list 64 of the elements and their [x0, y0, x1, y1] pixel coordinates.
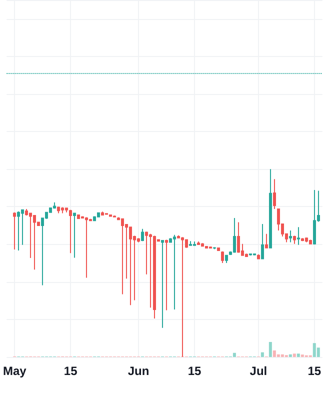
candlestick — [297, 226, 300, 246]
candlestick — [225, 254, 228, 264]
candlestick — [105, 212, 108, 216]
bar — [232, 352, 236, 357]
candlestick — [197, 240, 200, 246]
candlestick — [289, 230, 292, 243]
candlestick — [313, 189, 316, 245]
candlestick — [273, 178, 276, 210]
candlestick — [301, 238, 304, 242]
bar — [288, 354, 292, 357]
candlestick — [233, 217, 236, 254]
candlestick — [237, 222, 240, 254]
bar — [260, 352, 264, 357]
candlestick — [69, 209, 72, 254]
candlestick — [53, 202, 56, 210]
candlestick — [57, 206, 60, 214]
candlestick — [205, 246, 208, 249]
candlestick — [213, 246, 216, 250]
candlestick — [189, 240, 192, 246]
candlestick — [97, 212, 100, 218]
candlestick — [85, 216, 88, 278]
candlestick — [249, 253, 252, 256]
candlestick — [217, 247, 220, 252]
x-tick-label: Jul — [250, 364, 268, 378]
bar — [276, 354, 280, 357]
candlestick — [309, 239, 312, 245]
candlestick — [17, 210, 20, 251]
x-tick-label: Jun — [128, 364, 150, 378]
candlestick — [173, 234, 176, 310]
candlestick — [109, 214, 112, 218]
candlestick — [77, 214, 80, 220]
candlestick — [261, 223, 264, 260]
candlestick — [129, 226, 132, 306]
x-tick-label: 15 — [64, 364, 78, 378]
candlestick — [193, 240, 196, 246]
candlestick — [13, 212, 16, 250]
candlestick — [305, 237, 308, 243]
bar — [292, 354, 296, 357]
candlestick — [165, 239, 168, 311]
candlestick — [221, 250, 224, 264]
bar — [296, 354, 300, 357]
x-tick-label: 15 — [308, 364, 322, 378]
candlestick — [33, 214, 36, 270]
candlestick — [293, 235, 296, 244]
bar — [280, 354, 284, 357]
candlestick — [265, 233, 268, 249]
candlestick — [101, 211, 104, 216]
candlestick — [161, 240, 164, 328]
candlestick — [121, 218, 124, 295]
candlestick — [73, 212, 76, 258]
bar — [312, 343, 316, 357]
candlestick — [141, 228, 144, 242]
candlestick — [61, 206, 64, 214]
candlestick — [113, 215, 116, 218]
candlestick — [257, 254, 260, 260]
candlestick — [153, 235, 156, 319]
x-tick-label: 15 — [188, 364, 202, 378]
candlestick — [209, 246, 212, 249]
bar — [272, 350, 276, 357]
candlestick — [93, 216, 96, 222]
candlestick — [269, 168, 272, 249]
candlestick — [201, 242, 204, 248]
x-tick-label: May — [2, 364, 27, 378]
bar — [268, 342, 272, 357]
